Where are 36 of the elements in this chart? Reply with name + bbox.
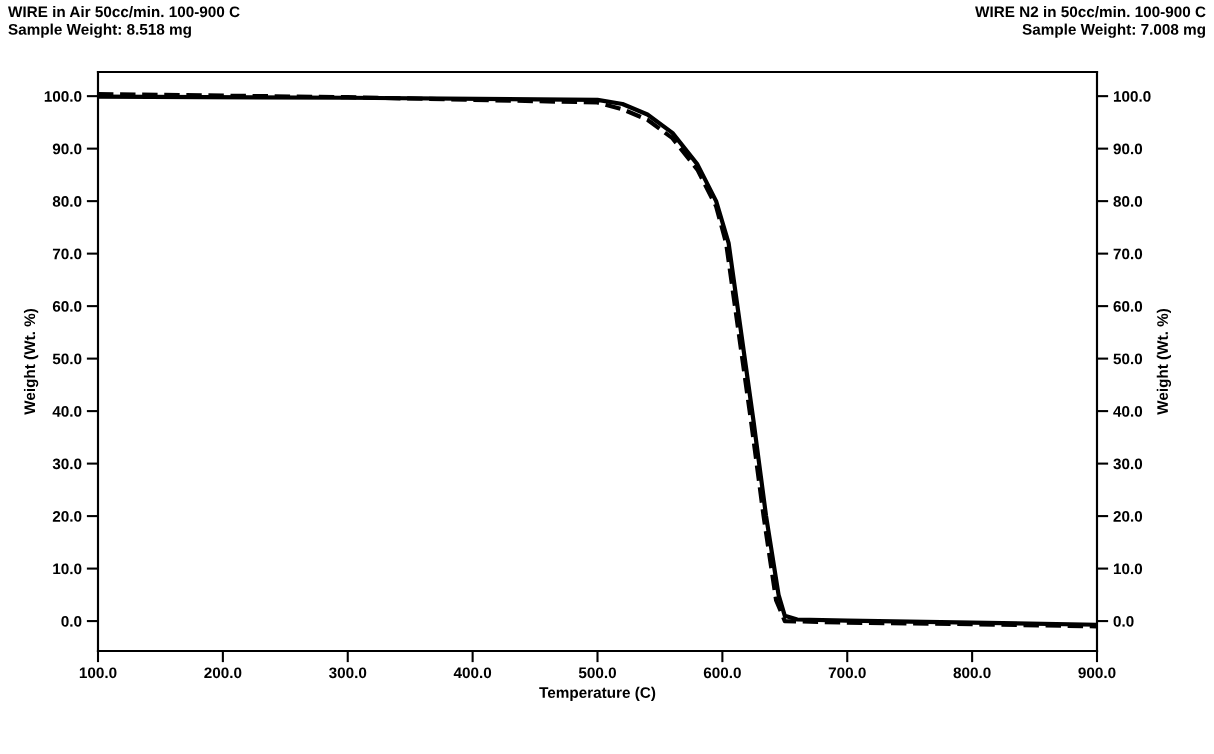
y2-tick-label: 40.0 (1113, 405, 1143, 417)
y2-tick-label: 100.0 (1113, 91, 1151, 102)
y-tick-label: 90.0 (52, 143, 82, 155)
y-tick-label: 50.0 (52, 353, 82, 365)
y2-tick-label: 50.0 (1113, 353, 1143, 365)
y-tick-label: 70.0 (52, 248, 82, 260)
text: WIRE in Air 50cc/min. 100-900 C Sample Weight: 8.518 mg (8, 6, 240, 38)
y-tick-label: 60.0 (52, 300, 82, 312)
x-tick-label: 200.0 (204, 667, 242, 679)
y2-axis-title: Weight (Wt. %) (1156, 308, 1172, 415)
x-tick-label: 300.0 (328, 667, 367, 679)
y2-tick-label: 20.0 (1113, 510, 1143, 522)
y-axis-title: Weight (Wt. %) (23, 308, 39, 415)
x-tick-label: 400.0 (453, 667, 492, 679)
y-tick-label: 0.0 (61, 615, 82, 627)
y-tick-label: 30.0 (52, 458, 82, 470)
y2-tick-label: 90.0 (1113, 143, 1143, 155)
x-axis-title: Temperature (C) (539, 686, 656, 702)
x-tick-label: 600.0 (703, 667, 741, 679)
x-tick-label: 800.0 (953, 667, 991, 679)
y2-tick-label: 10.0 (1113, 563, 1143, 575)
x-tick-label: 500.0 (578, 667, 616, 679)
y2-tick-label: 30.0 (1113, 458, 1143, 470)
y-tick-label: 40.0 (52, 405, 82, 417)
y2-tick-label: 70.0 (1113, 248, 1143, 260)
x-tick-label: 900.0 (1078, 667, 1116, 679)
y-tick-label: 20.0 (52, 510, 82, 522)
x-tick-label: 700.0 (828, 667, 866, 679)
y2-tick-label: 0.0 (1113, 615, 1134, 627)
y-tick-label: 100.0 (44, 91, 82, 102)
y-tick-label: 80.0 (52, 196, 82, 207)
y-tick-label: 10.0 (53, 563, 82, 575)
x-tick-label: 100.0 (79, 667, 117, 679)
y2-tick-label: 80.0 (1113, 196, 1143, 207)
text: WIRE N2 in 50cc/min. 100-900 C Sample Weight: 7.008 mg (975, 6, 1206, 38)
y2-tick-label: 60.0 (1113, 300, 1143, 312)
